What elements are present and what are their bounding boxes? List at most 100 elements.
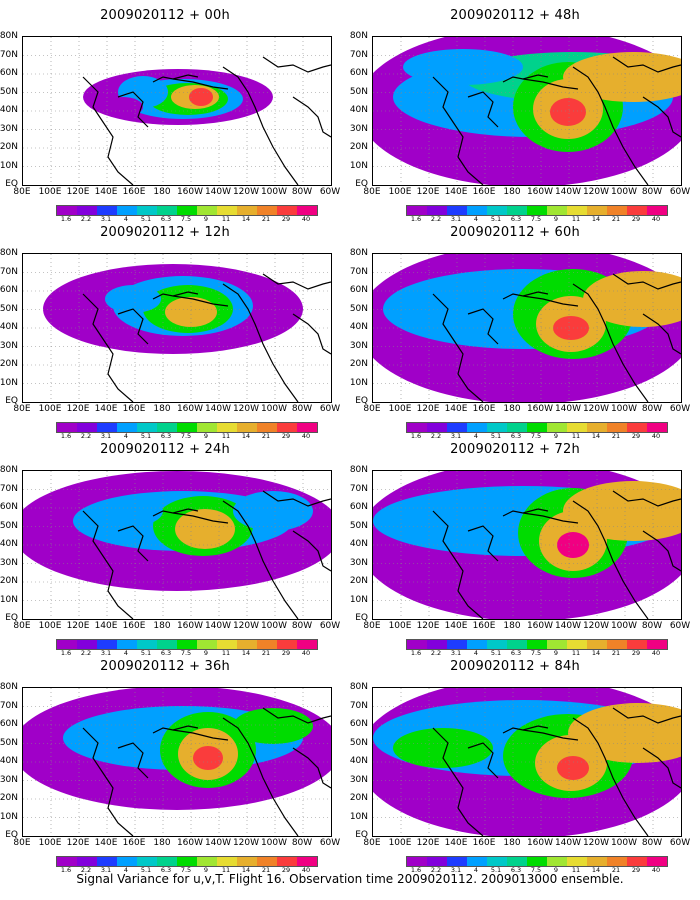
colorbar-tick-label: 40 <box>651 215 661 223</box>
colorbar-tick-label: 7.5 <box>180 866 192 874</box>
x-tick-label: 140E <box>444 187 468 197</box>
y-tick-label: 30N <box>0 557 18 568</box>
colorbar-tick-label: 4 <box>473 432 479 440</box>
colorbar-ticks: 1.6 2.2 3.1 4 5.1 6.3 7.5 9 11 14 21 29 40 <box>406 867 666 875</box>
x-tick-label: 120E <box>416 838 440 848</box>
colorbar-tick-label: 1.6 <box>410 215 422 223</box>
x-tick-label: 120W <box>582 621 610 631</box>
colorbar-tick-label: 21 <box>261 215 271 223</box>
variance-heatmap-svg <box>373 254 681 402</box>
colorbar-tick-label: 11 <box>221 649 231 657</box>
colorbar-tick-label: 5.1 <box>490 649 502 657</box>
colorbar-tick-label: 7.5 <box>530 866 542 874</box>
colorbar-swatch <box>627 206 647 215</box>
colorbar-tick-label: 11 <box>571 866 581 874</box>
colorbar-tick-label: 7.5 <box>180 215 192 223</box>
x-tick-label: 180 <box>503 187 521 197</box>
colorbar-swatch <box>157 206 177 215</box>
colorbar-tick-label: 7.5 <box>180 649 192 657</box>
colorbar-swatch <box>97 857 117 866</box>
colorbar-swatch <box>427 857 447 866</box>
x-tick-label: 80E <box>363 187 381 197</box>
coastline <box>522 729 579 741</box>
y-tick-label: 40N <box>349 105 368 115</box>
y-tick-label: 30N <box>349 557 368 568</box>
colorbar-tick-label: 1.6 <box>410 866 422 874</box>
y-tick-label: 60N <box>0 719 18 729</box>
y-tick-label: 80N <box>349 465 368 475</box>
y-tick-label: 50N <box>0 303 18 314</box>
colorbar-swatch <box>77 206 97 215</box>
y-tick-label: 70N <box>349 49 368 60</box>
x-tick-label: 80E <box>363 621 381 631</box>
coastline <box>172 729 229 741</box>
colorbar-swatch <box>547 640 567 649</box>
x-tick-label: 160W <box>526 838 554 848</box>
coastline <box>572 500 649 619</box>
colorbar-tick-label: 4 <box>123 215 129 223</box>
colorbar-tick-label: 1.6 <box>60 215 72 223</box>
colorbar-swatch <box>507 640 527 649</box>
colorbar-swatch <box>277 640 297 649</box>
y-tick-label: 80N <box>349 682 368 692</box>
colorbar-swatch <box>587 206 607 215</box>
map-panel: 2009020112 + 36h 80N 70N 60N 50N 40N 30N 20N 10N… <box>0 659 340 874</box>
x-tick-label: 100E <box>388 187 412 197</box>
coastline <box>292 747 331 789</box>
x-tick-label: 100W <box>610 404 638 414</box>
y-tick-label: 10N <box>349 594 368 605</box>
y-tick-label: 20N <box>349 142 368 152</box>
colorbar-tick-label: 7.5 <box>180 432 192 440</box>
colorbar-swatch <box>237 640 257 649</box>
variance-contour <box>233 491 313 531</box>
colorbar-swatch <box>77 640 97 649</box>
colorbar-ticks: 1.6 2.2 3.1 4 5.1 6.3 7.5 9 11 14 21 29 40 <box>406 650 666 658</box>
colorbar-swatch <box>647 857 667 866</box>
x-tick-label: 140W <box>204 838 232 848</box>
colorbar-swatch <box>427 423 447 432</box>
variance-contour <box>165 297 217 327</box>
colorbar-tick-label: 14 <box>241 649 251 657</box>
colorbar-swatch <box>467 857 487 866</box>
colorbar-swatch <box>257 206 277 215</box>
x-tick-label: 100E <box>388 404 412 414</box>
variance-contour <box>557 756 589 780</box>
colorbar-swatch <box>607 857 627 866</box>
coastline <box>432 293 484 402</box>
variance-heatmap-svg <box>373 37 681 185</box>
colorbar-tick-label: 21 <box>611 866 621 874</box>
colorbar-swatch <box>507 206 527 215</box>
colorbar-swatch <box>627 423 647 432</box>
x-tick-label: 60W <box>669 838 691 848</box>
colorbar-tick-label: 3.1 <box>100 649 112 657</box>
y-tick-label: 70N <box>0 700 18 711</box>
x-tick-label: 120E <box>66 404 90 414</box>
y-tick-label: 50N <box>349 520 368 531</box>
y-tick-label: 20N <box>0 576 18 586</box>
y-tick-label: 20N <box>349 359 368 369</box>
panel-title: 2009020112 + 12h <box>100 225 230 240</box>
colorbar-tick-label: 5.1 <box>490 215 502 223</box>
colorbar-swatch <box>647 206 667 215</box>
y-tick-label: 30N <box>349 340 368 351</box>
variance-contour <box>193 746 223 770</box>
colorbar-tick-label: 3.1 <box>450 649 462 657</box>
x-tick-label: 60W <box>319 404 341 414</box>
map-panel: 2009020112 + 00h 80N 70N 60N 50N 40N 30N 20N 10N… <box>0 8 340 224</box>
coastline <box>172 512 229 524</box>
y-tick-label: 20N <box>0 793 18 803</box>
colorbar-tick-label: 40 <box>301 866 311 874</box>
colorbar-swatch <box>237 857 257 866</box>
colorbar-tick-label: 1.6 <box>410 432 422 440</box>
colorbar-tick-label: 14 <box>241 215 251 223</box>
colorbar-tick-label: 6.3 <box>160 215 172 223</box>
x-tick-label: 80W <box>641 621 663 631</box>
y-tick-label: 40N <box>0 105 18 115</box>
y-tick-label: 10N <box>349 377 368 388</box>
colorbar-tick-label: 9 <box>553 649 559 657</box>
colorbar-swatch <box>507 423 527 432</box>
x-tick-label: 120W <box>232 838 260 848</box>
colorbar-tick-label: 29 <box>281 866 291 874</box>
colorbar-swatch <box>297 640 317 649</box>
colorbar-ticks: 1.6 2.2 3.1 4 5.1 6.3 7.5 9 11 14 21 29 40 <box>56 216 316 224</box>
